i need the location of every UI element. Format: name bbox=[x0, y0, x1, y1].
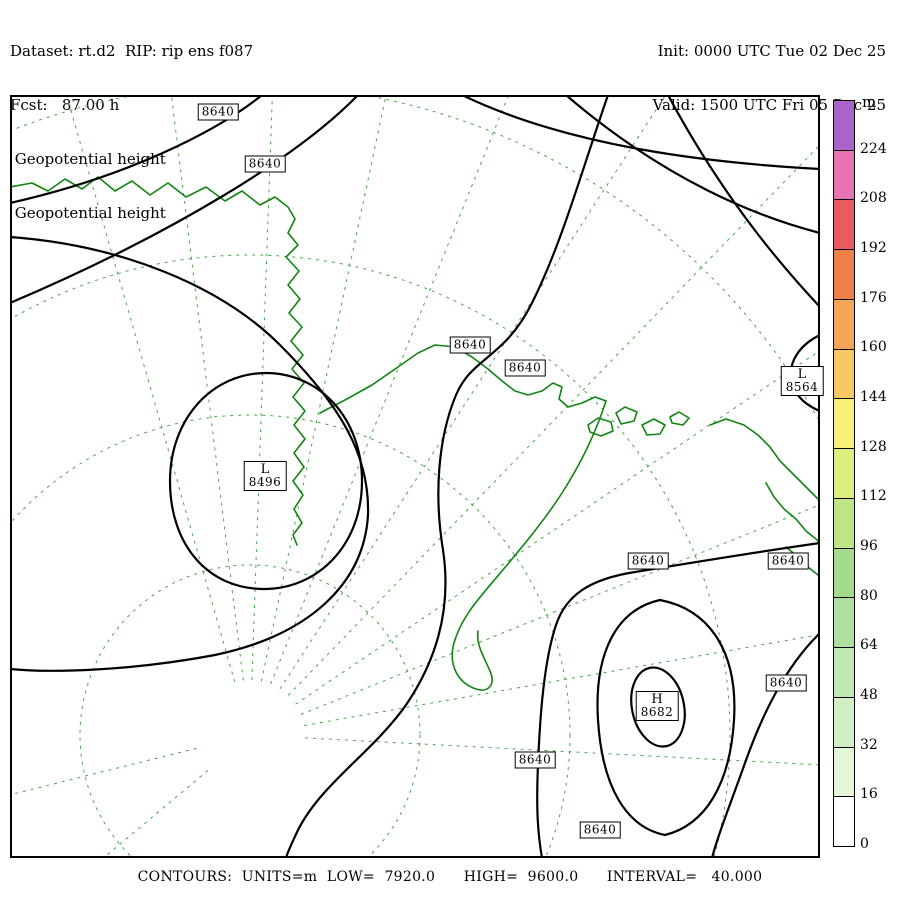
grid-parallel bbox=[79, 564, 421, 858]
contour-label: 8640 bbox=[449, 336, 491, 354]
contour-info-line: CONTOURS: UNITS=m LOW= 7920.0 HIGH= 9600… bbox=[137, 869, 763, 885]
center-letter: L bbox=[797, 367, 807, 382]
coastline-peninsula bbox=[10, 176, 306, 546]
coastline-island bbox=[669, 411, 690, 426]
colorbar-cell bbox=[834, 150, 854, 201]
pressure-center-l-8496: L 8496 bbox=[243, 461, 287, 491]
contour-path bbox=[564, 95, 820, 235]
coastline-island bbox=[615, 406, 638, 425]
contour-label: 8640 bbox=[514, 751, 556, 769]
colorbar-cell bbox=[834, 200, 854, 251]
contour-lines bbox=[10, 95, 820, 858]
colorbar-cell bbox=[834, 747, 854, 798]
colorbar-tick-label: 208 bbox=[860, 190, 887, 207]
colorbar-cell bbox=[834, 449, 854, 499]
colorbar-tick-label: 32 bbox=[860, 736, 878, 753]
contour-path bbox=[10, 95, 264, 205]
contour-label: 8640 bbox=[627, 552, 669, 570]
colorbar-tick-label: 0 bbox=[860, 836, 869, 852]
coastline-mainland bbox=[319, 344, 607, 414]
contour-path bbox=[10, 235, 370, 672]
colorbar-tick-label: 16 bbox=[860, 786, 878, 803]
colorbar-tick-label: 224 bbox=[860, 140, 887, 157]
colorbar-tick-label: 112 bbox=[860, 488, 887, 505]
colorbar-tick-label: 64 bbox=[860, 637, 878, 654]
dataset-line: Dataset: rt.d2 RIP: rip ens f087 bbox=[10, 42, 254, 60]
colorbar-tick-label: 80 bbox=[860, 587, 878, 604]
colorbar-tick-label: 160 bbox=[860, 339, 887, 356]
contour-label: 8640 bbox=[197, 103, 239, 121]
latlon-gridlines bbox=[10, 95, 820, 858]
colorbar-cell bbox=[834, 101, 854, 151]
colorbar-cell bbox=[834, 697, 854, 748]
colorbar-cell bbox=[834, 399, 854, 450]
contour-label: 8640 bbox=[765, 674, 807, 692]
contour-path bbox=[536, 541, 820, 858]
colorbar-tick-label: 48 bbox=[860, 687, 878, 703]
field-title-line-1: Geopotential height bbox=[10, 150, 166, 168]
forecast-line: Fcst: 87.00 h bbox=[10, 96, 120, 114]
map-overlay: 8640 8640 8640 8640 8640 8640 8640 8640 8640 L 849… bbox=[10, 95, 824, 858]
contour-path-closed-high bbox=[630, 666, 686, 748]
center-value: 8496 bbox=[248, 475, 282, 489]
grid-parallel bbox=[10, 414, 571, 858]
coastline-east bbox=[709, 418, 820, 502]
contour-path bbox=[460, 95, 820, 171]
contour-label: 8640 bbox=[579, 821, 621, 839]
contour-label: 8640 bbox=[244, 155, 286, 173]
contour-label: 8640 bbox=[767, 552, 809, 570]
grid-parallel bbox=[10, 254, 731, 858]
colorbar-tick-label: 192 bbox=[860, 240, 887, 256]
center-value: 8682 bbox=[640, 705, 674, 719]
map-frame bbox=[10, 95, 820, 858]
colorbar-cell bbox=[834, 498, 854, 549]
center-value: 8564 bbox=[785, 380, 819, 394]
colorbar-cell bbox=[834, 598, 854, 649]
contour-path bbox=[710, 631, 820, 858]
map-panel: 8640 8640 8640 8640 8640 8640 8640 8640 8640 L 849… bbox=[10, 95, 824, 858]
colorbar-unit-label: m bbox=[862, 93, 877, 111]
colorbar-cell bbox=[834, 349, 854, 400]
contour-path bbox=[666, 95, 820, 309]
center-letter: H bbox=[651, 692, 663, 707]
coastline bbox=[10, 176, 820, 691]
pressure-center-h-8682: H 8682 bbox=[635, 691, 679, 721]
contour-path bbox=[284, 95, 610, 858]
contour-path-closed-low bbox=[168, 371, 364, 591]
map-svg bbox=[10, 95, 820, 858]
colorbar-tick-label: 96 bbox=[860, 538, 878, 554]
contour-path bbox=[10, 95, 360, 305]
colorbar-cell bbox=[834, 250, 854, 300]
center-letter: L bbox=[260, 462, 270, 477]
colorbar-cell bbox=[834, 648, 854, 698]
contour-label: 8640 bbox=[504, 359, 546, 377]
colorbar bbox=[833, 100, 855, 847]
contour-path-around-high bbox=[596, 598, 736, 837]
colorbar-cell bbox=[834, 797, 854, 847]
colorbar-tick-label: 128 bbox=[860, 438, 887, 455]
coastline-island bbox=[587, 417, 614, 437]
init-time-line: Init: 0000 UTC Tue 02 Dec 25 bbox=[657, 42, 886, 60]
colorbar-tick-label: 176 bbox=[860, 289, 887, 306]
colorbar-cell bbox=[834, 548, 854, 599]
colorbar-cell bbox=[834, 299, 854, 350]
pressure-center-l-8564: L 8564 bbox=[780, 366, 824, 396]
header-left: Dataset: rt.d2 RIP: rip ens f087 Fcst: 8… bbox=[10, 6, 253, 258]
colorbar-tick-label: 144 bbox=[860, 389, 887, 405]
coastline-island bbox=[641, 418, 666, 436]
field-title-line-2: Geopotential height bbox=[10, 204, 166, 222]
coastline-south-lobe bbox=[451, 400, 607, 691]
coastline-east bbox=[765, 482, 820, 544]
